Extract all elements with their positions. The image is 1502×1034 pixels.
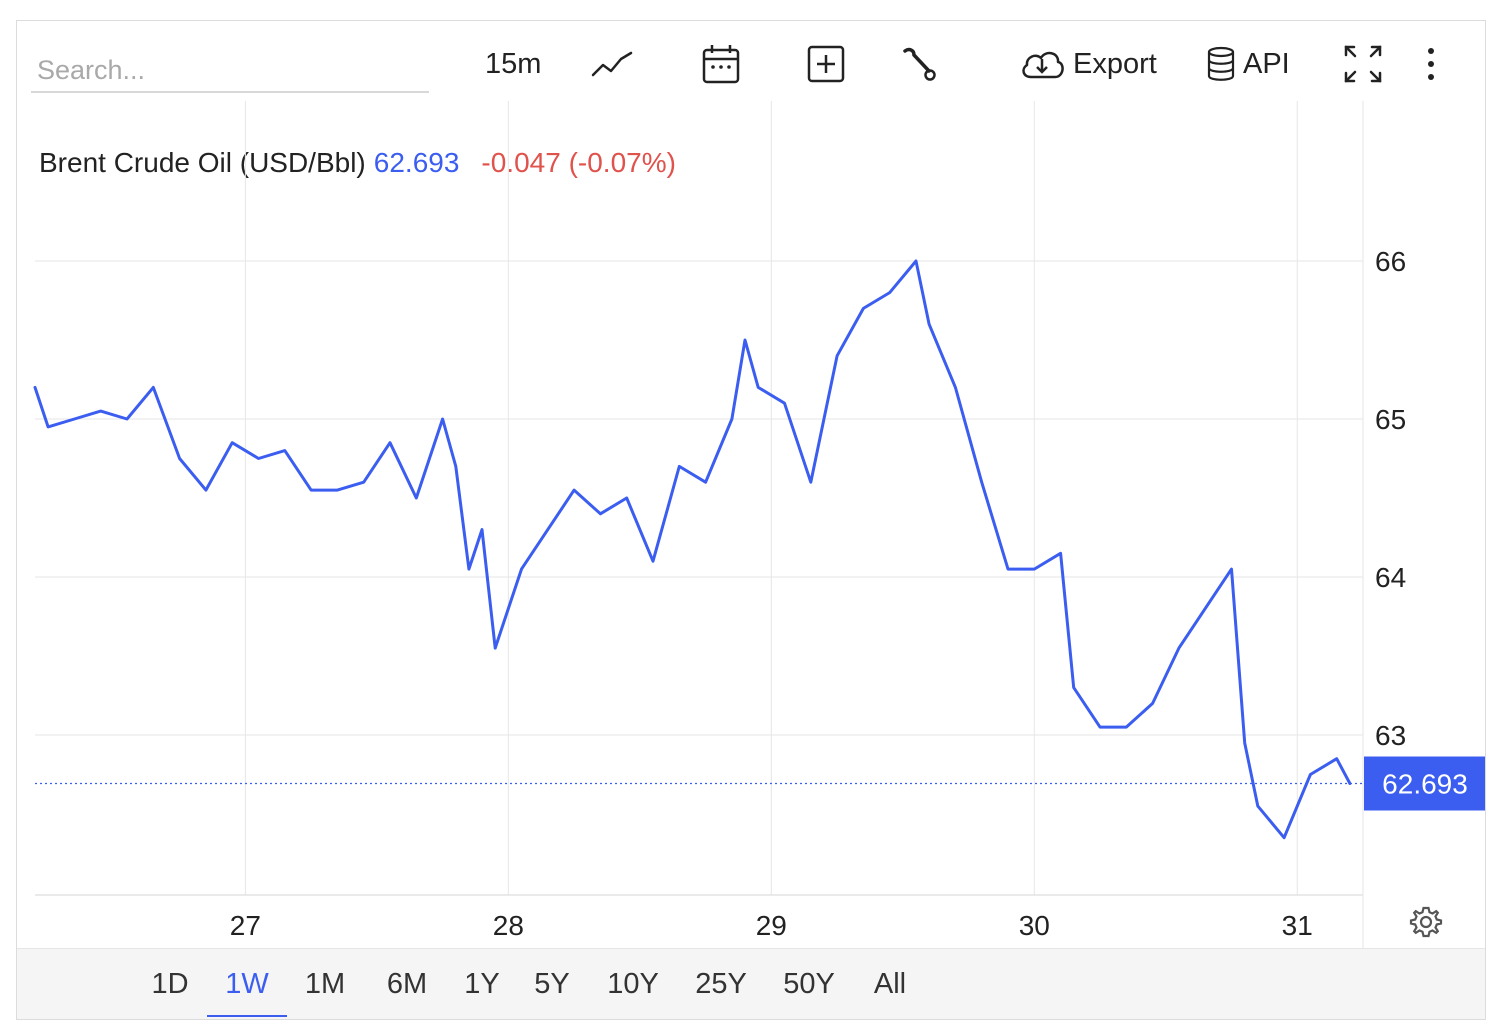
range-button-6m[interactable]: 6M	[386, 968, 428, 1000]
add-indicator-button[interactable]	[807, 41, 845, 87]
instrument-name: Brent Crude Oil (USD/Bbl)	[39, 147, 366, 178]
cloud-download-icon	[1019, 47, 1065, 81]
range-button-50y[interactable]: 50Y	[783, 968, 835, 1000]
last-price-tag	[1364, 756, 1485, 811]
chart-widget: 15m	[16, 20, 1486, 1020]
price-change: -0.047 (-0.07%)	[481, 147, 676, 178]
x-tick-label: 31	[1282, 910, 1313, 941]
range-button-5y[interactable]: 5Y	[534, 968, 570, 1000]
search-input[interactable]	[31, 49, 429, 93]
calendar-icon	[702, 44, 740, 84]
x-tick-label: 27	[230, 910, 261, 941]
interval-selector[interactable]: 15m	[485, 41, 541, 87]
price-chart[interactable]: 27 28 29 30 31 63 64 65 66 62.693	[17, 21, 1485, 949]
range-button-10y[interactable]: 10Y	[607, 968, 659, 1000]
range-button-1d[interactable]: 1D	[151, 968, 189, 1000]
x-tick-label: 28	[493, 910, 524, 941]
range-button-1w[interactable]: 1W	[207, 949, 287, 1017]
range-button-1m[interactable]: 1M	[304, 968, 346, 1000]
range-selector: 1D 1W 1M 6M 1Y 5Y 10Y 25Y 50Y All	[17, 948, 1485, 1019]
fullscreen-button[interactable]	[1343, 41, 1383, 87]
toolbar: 15m	[17, 21, 1485, 107]
database-icon	[1207, 46, 1235, 82]
more-vertical-icon	[1425, 47, 1437, 81]
wrench-icon	[899, 45, 937, 83]
export-button[interactable]: Export	[1019, 41, 1157, 87]
gear-icon	[1409, 906, 1443, 943]
range-button-25y[interactable]: 25Y	[695, 968, 747, 1000]
date-range-button[interactable]	[702, 41, 740, 87]
y-tick-label: 66	[1375, 246, 1406, 277]
export-label: Export	[1073, 47, 1157, 80]
last-price-tag-label: 62.693	[1382, 769, 1468, 800]
y-tick-label: 65	[1375, 404, 1406, 435]
x-tick-label: 29	[756, 910, 787, 941]
y-tick-label: 64	[1375, 562, 1406, 593]
chart-settings-button[interactable]	[1409, 905, 1443, 944]
y-tick-label: 63	[1375, 720, 1406, 751]
range-button-1y[interactable]: 1Y	[464, 968, 500, 1000]
more-options-button[interactable]	[1425, 41, 1437, 87]
interval-label: 15m	[485, 47, 542, 80]
last-price: 62.693	[373, 147, 460, 178]
chart-legend: Brent Crude Oil (USD/Bbl) 62.693 -0.047 (-…	[39, 147, 676, 179]
price-series-line	[33, 259, 1352, 840]
plus-box-icon	[807, 45, 845, 83]
chart-type-button[interactable]	[591, 41, 633, 87]
fullscreen-icon	[1343, 44, 1383, 84]
line-chart-icon	[591, 49, 633, 79]
x-tick-label: 30	[1019, 910, 1050, 941]
api-button[interactable]: API	[1207, 41, 1290, 87]
tools-button[interactable]	[899, 41, 937, 87]
api-label: API	[1243, 47, 1290, 80]
range-button-all[interactable]: All	[873, 968, 907, 1000]
